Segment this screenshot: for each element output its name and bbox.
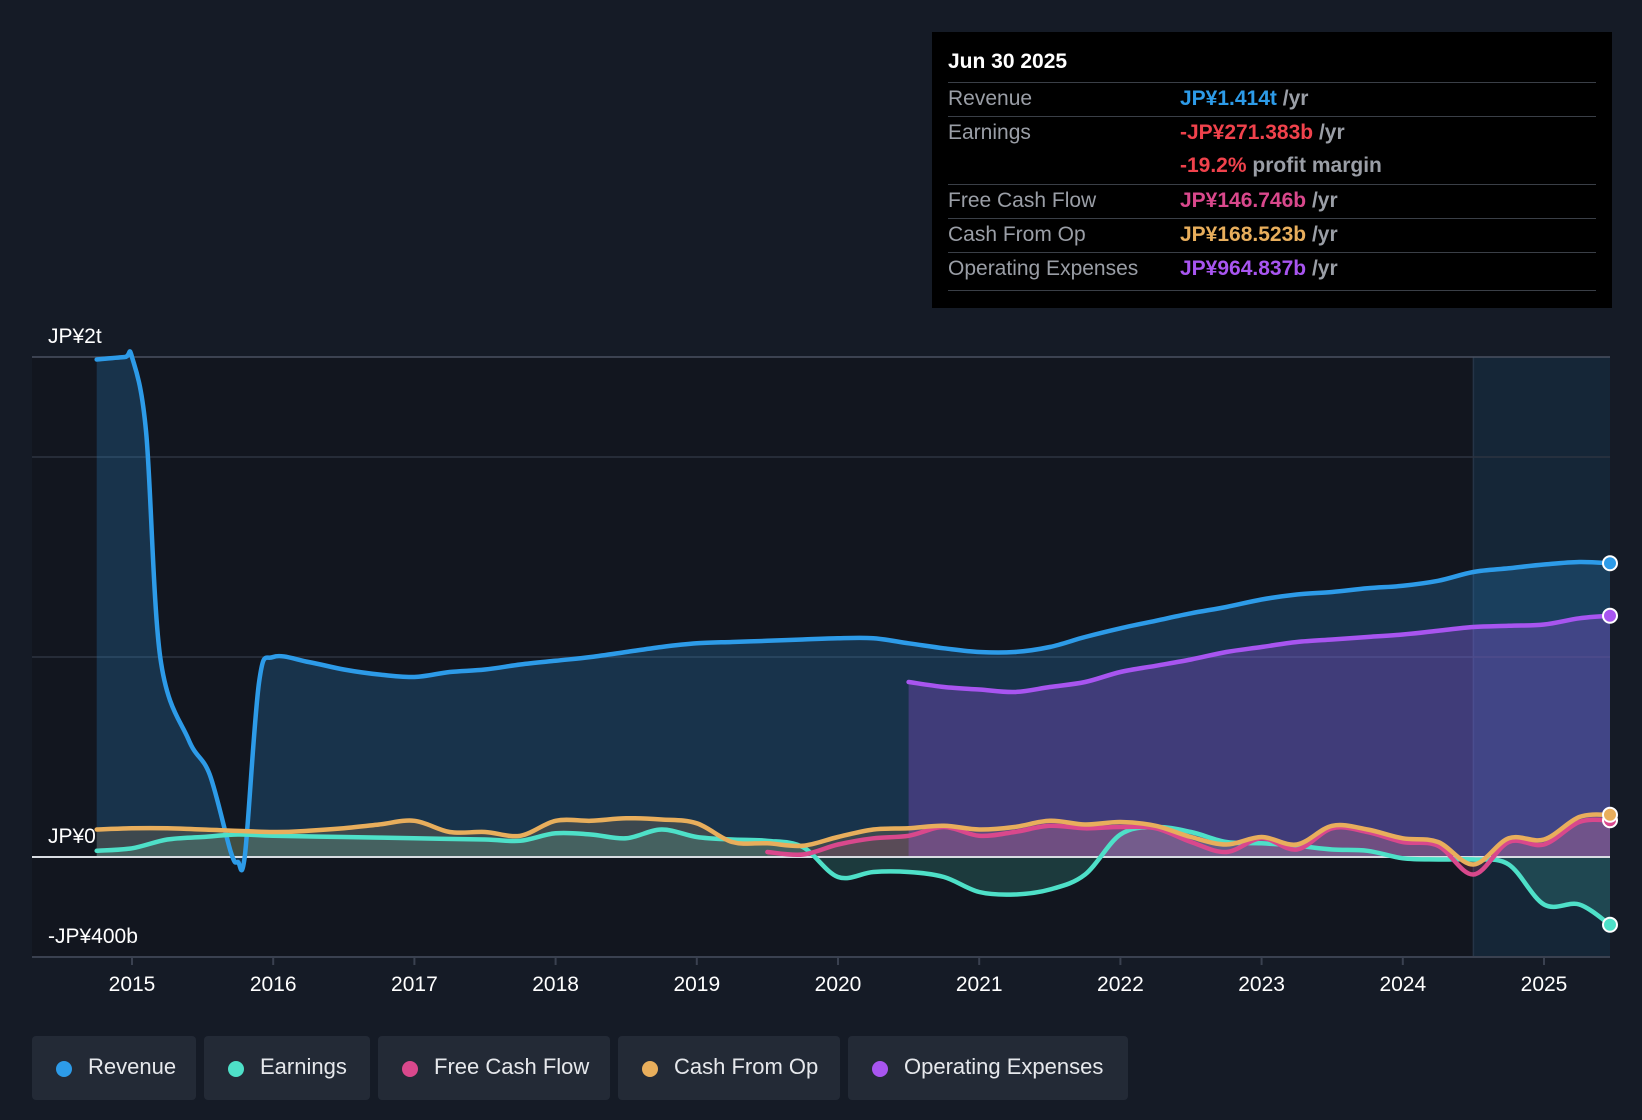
x-tick-label: 2021 — [956, 973, 1003, 996]
legend-dot-icon — [56, 1061, 72, 1077]
earnings-line — [94, 824, 1613, 928]
legend-item-operating-expenses[interactable]: Operating Expenses — [848, 1036, 1128, 1100]
legend-dot-icon — [402, 1061, 418, 1077]
legend-label: Free Cash Flow — [434, 1054, 590, 1079]
legend-label: Earnings — [260, 1054, 347, 1079]
y-tick-label: -JP¥400b — [48, 925, 138, 948]
tooltip-row-label: Operating Expenses — [948, 257, 1139, 280]
tooltip-row: Earnings -JP¥271.383b /yr — [948, 116, 1596, 151]
revenue-area — [96, 351, 1611, 871]
opex-line — [906, 613, 1613, 695]
legend-dot-icon — [872, 1061, 888, 1077]
tooltip-row: Operating Expenses JP¥964.837b /yr — [948, 252, 1596, 287]
x-tick-label: 2020 — [815, 973, 862, 996]
cfo-line — [94, 812, 1613, 867]
x-tick-label: 2023 — [1238, 973, 1285, 996]
legend-label: Operating Expenses — [904, 1054, 1104, 1079]
tooltip-date: Jun 30 2025 — [948, 50, 1068, 73]
tooltip-row: Revenue JP¥1.414t /yr — [948, 82, 1596, 117]
tooltip-row-value: -JP¥271.383b /yr — [1180, 121, 1345, 145]
tooltip-value-number: JP¥1.414t — [1180, 87, 1277, 110]
fcf-area — [767, 819, 1610, 875]
legend-item-cash-from-op[interactable]: Cash From Op — [618, 1036, 840, 1100]
tooltip-panel: Jun 30 2025 Revenue JP¥1.414t /yr Earnings… — [932, 32, 1612, 308]
y-tick-label: JP¥2t — [48, 325, 102, 348]
cfo-end-marker[interactable] — [1602, 806, 1618, 823]
y-axis-labels: JP¥2t JP¥0 -JP¥400b — [48, 325, 138, 948]
tooltip-value-unit: /yr — [1313, 121, 1345, 144]
series-end-markers — [1602, 555, 1618, 933]
x-tick-label: 2017 — [391, 973, 438, 996]
tooltip-value-unit: /yr — [1306, 189, 1338, 212]
x-tick-label: 2016 — [250, 973, 297, 996]
tooltip-row-value: JP¥964.837b /yr — [1180, 257, 1338, 281]
tooltip-row-label: Free Cash Flow — [948, 189, 1097, 212]
tooltip-row-value: -19.2% profit margin — [1180, 154, 1382, 178]
tooltip-value-number: JP¥146.746b — [1180, 189, 1307, 212]
tooltip-row-label: Revenue — [948, 87, 1033, 110]
tooltip-row: Cash From Op JP¥168.523b /yr — [948, 218, 1596, 253]
legend-dot-icon — [642, 1061, 658, 1077]
y-tick-label: JP¥0 — [48, 825, 96, 848]
series-lines — [94, 349, 1613, 928]
x-tick-label: 2018 — [532, 973, 579, 996]
revenue-line — [94, 349, 1613, 873]
legend-item-earnings[interactable]: Earnings — [204, 1036, 370, 1100]
tooltip-bottom-divider — [948, 290, 1596, 291]
tooltip-value-number: JP¥168.523b — [1180, 223, 1307, 246]
tooltip-row-value: JP¥1.414t /yr — [1180, 87, 1308, 111]
legend-item-free-cash-flow[interactable]: Free Cash Flow — [378, 1036, 610, 1100]
tooltip-row-label: Cash From Op — [948, 223, 1086, 246]
tooltip-row: -19.2% profit margin — [948, 150, 1596, 184]
tooltip-value-number: -JP¥271.383b — [1180, 121, 1314, 144]
tooltip-row: Free Cash Flow JP¥146.746b /yr — [948, 184, 1596, 219]
x-tick-label: 2019 — [673, 973, 720, 996]
legend-dot-icon — [228, 1061, 244, 1077]
x-tick-label: 2024 — [1379, 973, 1426, 996]
x-tick-label: 2022 — [1097, 973, 1144, 996]
legend-label: Revenue — [88, 1054, 177, 1079]
earnings-end-marker[interactable] — [1602, 916, 1618, 933]
tooltip-value-number: -19.2% — [1180, 154, 1247, 177]
tooltip-row-label: Earnings — [948, 121, 1031, 144]
legend-label: Cash From Op — [674, 1054, 819, 1079]
tooltip-value-unit: /yr — [1276, 87, 1309, 110]
legend-item-revenue[interactable]: Revenue — [32, 1036, 196, 1100]
tooltip-row-value: JP¥146.746b /yr — [1180, 189, 1338, 213]
fcf-line — [765, 817, 1613, 877]
opex-end-marker[interactable] — [1602, 607, 1618, 624]
tooltip-value-number: JP¥964.837b — [1180, 257, 1307, 280]
x-tick-label: 2025 — [1521, 973, 1568, 996]
tooltip-row-value: JP¥168.523b /yr — [1180, 223, 1338, 247]
tooltip-value-unit: /yr — [1306, 223, 1338, 246]
x-axis-labels: 2015 2016 2017 2018 2019 2020 2021 2022 2023 2024… — [109, 957, 1568, 996]
revenue-end-marker[interactable] — [1602, 555, 1618, 572]
tooltip-value-unit: /yr — [1306, 257, 1338, 280]
x-tick-label: 2015 — [109, 973, 156, 996]
opex-area — [908, 615, 1610, 857]
tooltip-value-unit: profit margin — [1246, 154, 1382, 177]
